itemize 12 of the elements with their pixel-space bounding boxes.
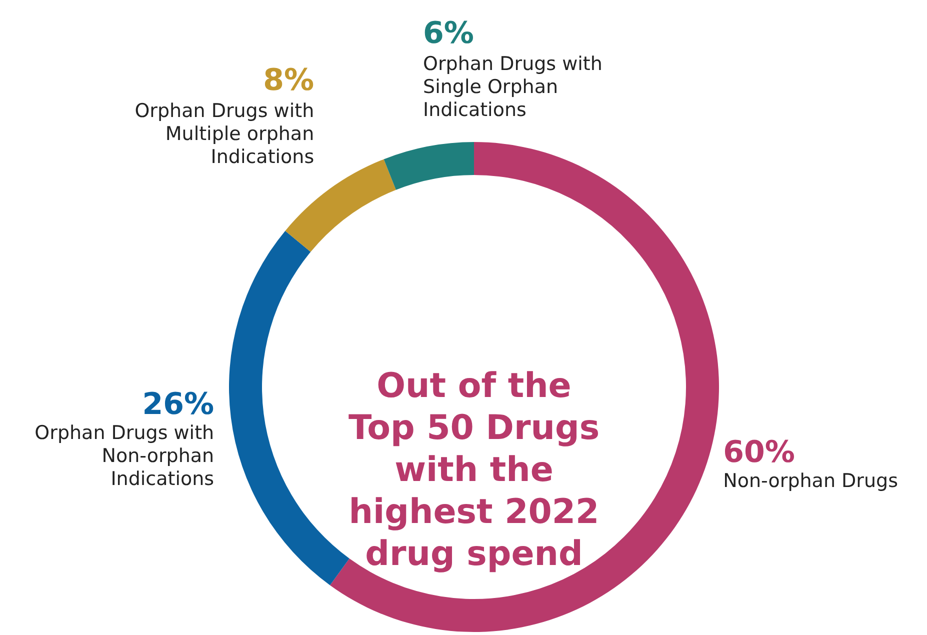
data-label: 26% (142, 386, 214, 422)
slice-label: Orphan Drugs with Multiple orphan Indications (134, 100, 314, 168)
donut-slice (384, 142, 474, 190)
data-label: 6% (423, 16, 474, 51)
donut-slice (330, 142, 719, 632)
data-label: 60% (723, 434, 795, 470)
slice-label: Orphan Drugs with Non-orphan Indications (34, 422, 214, 490)
text: Out of the Top 50 Drugs with the highest 2022 drug spend (348, 366, 600, 574)
slice-label: Non-orphan Drugs (723, 470, 898, 492)
slice-label: Orphan Drugs with Single Orphan Indications (423, 52, 602, 121)
donut-slice (229, 230, 350, 586)
data-label: 8% (263, 62, 314, 98)
